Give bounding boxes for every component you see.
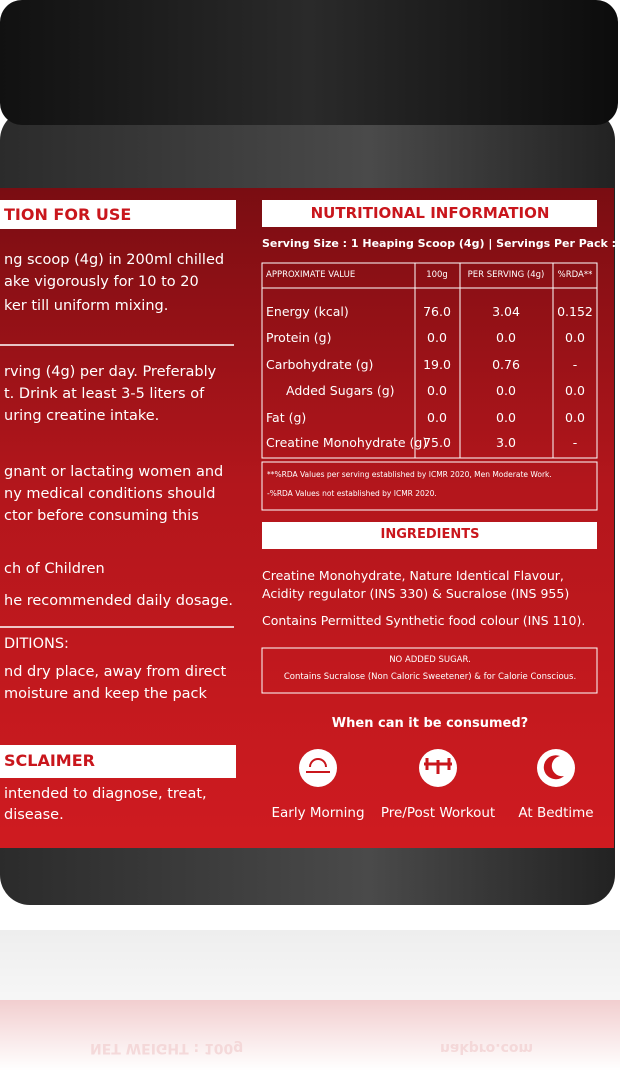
box-text: NO ADDED SUGAR. [389, 655, 471, 665]
text-line: ny medical conditions should [4, 486, 216, 502]
table-cell: 0.0 [496, 330, 516, 345]
icon-sunrise [299, 749, 337, 787]
reflection-text: nakpro.com [440, 1040, 534, 1056]
table-cell: - [572, 435, 578, 450]
table-cell: 75.0 [423, 435, 451, 450]
table-cell: 3.0 [496, 435, 516, 450]
text-line: intended to diagnose, treat, [4, 786, 207, 802]
table-cell: 0.76 [492, 357, 520, 372]
table-cell: Protein (g) [266, 330, 332, 345]
text-line: nd dry place, away from direct [4, 664, 227, 680]
text-line: disease. [4, 807, 64, 823]
table-cell: 0.0 [496, 383, 516, 398]
text-line: ker till uniform mixing. [4, 298, 169, 314]
text-line: ng scoop (4g) in 200ml chilled [4, 252, 225, 268]
heading-bar [0, 200, 236, 229]
reflection-text: NET WEIGHT : 100g [90, 1040, 244, 1056]
table-border [261, 262, 598, 459]
text-line: ake vigorously for 10 to 20 [4, 274, 199, 290]
table-cell: 3.04 [492, 304, 520, 319]
box-border [261, 647, 598, 694]
text-line: t. Drink at least 3-5 liters of [4, 386, 205, 402]
text-line: Contains Permitted Synthetic food colour… [262, 613, 586, 628]
text-line: uring creatine intake. [4, 408, 160, 424]
notes-border [261, 461, 598, 511]
text-line: ctor before consuming this [4, 508, 199, 524]
text-line: Acidity regulator (INS 330) & Sucralose … [262, 586, 570, 601]
footnote: **%RDA Values per serving established by… [267, 470, 552, 479]
table-cell: Energy (kcal) [266, 304, 349, 319]
table-cell: 0.0 [565, 410, 585, 425]
footnote: -%RDA Values not established by ICMR 202… [267, 489, 437, 498]
table-header: 100g [426, 270, 448, 280]
table-cell: 76.0 [423, 304, 451, 319]
time-label: Pre/Post Workout [380, 805, 496, 821]
table-cell: Carbohydrate (g) [266, 357, 374, 372]
table-cell: Fat (g) [266, 410, 307, 425]
heading-bar [0, 745, 236, 778]
table-header: %RDA** [557, 270, 593, 280]
table-header: PER SERVING (4g) [467, 270, 545, 280]
text-line: ch of Children [4, 561, 105, 577]
table-cell: 19.0 [423, 357, 451, 372]
text-line: Creatine Monohydrate, Nature Identical F… [262, 568, 564, 583]
box-text: Contains Sucralose (Non Caloric Sweetene… [283, 672, 577, 682]
heading-bar [262, 522, 597, 549]
label [0, 188, 614, 848]
heading-bar [262, 200, 597, 227]
table-cell: 0.152 [557, 304, 593, 319]
text-line: DITIONS: [4, 636, 69, 652]
table-cell: 0.0 [427, 410, 447, 425]
table-cell: 0.0 [427, 330, 447, 345]
section-heading: TION FOR USE [4, 205, 132, 224]
table-cell: Added Sugars (g) [286, 383, 395, 398]
time-label: At Bedtime [518, 805, 594, 821]
table-cell: - [572, 357, 578, 372]
text-line: he recommended daily dosage. [4, 593, 234, 609]
text-line: moisture and keep the pack [4, 686, 207, 702]
section-heading: INGREDIENTS [380, 527, 480, 542]
section-heading: NUTRITIONAL INFORMATION [310, 204, 550, 222]
section-heading: When can it be consumed? [331, 716, 529, 731]
table-cell: 0.0 [565, 330, 585, 345]
table-cell: Creatine Monohydrate (g) [266, 435, 428, 450]
icon-moon [537, 749, 575, 787]
section-heading: SCLAIMER [4, 751, 95, 770]
text-line: rving (4g) per day. Preferably [4, 364, 217, 380]
table-header: APPROXIMATE VALUE [266, 270, 356, 280]
table-cell: 0.0 [427, 383, 447, 398]
text-line: gnant or lactating women and [4, 464, 224, 480]
table-cell: 0.0 [565, 383, 585, 398]
serving-info: Serving Size : 1 Heaping Scoop (4g) | Se… [262, 237, 628, 250]
lid [0, 0, 618, 125]
table-cell: 0.0 [496, 410, 516, 425]
time-label: Early Morning [271, 805, 365, 821]
reflection-fade [0, 930, 628, 1070]
